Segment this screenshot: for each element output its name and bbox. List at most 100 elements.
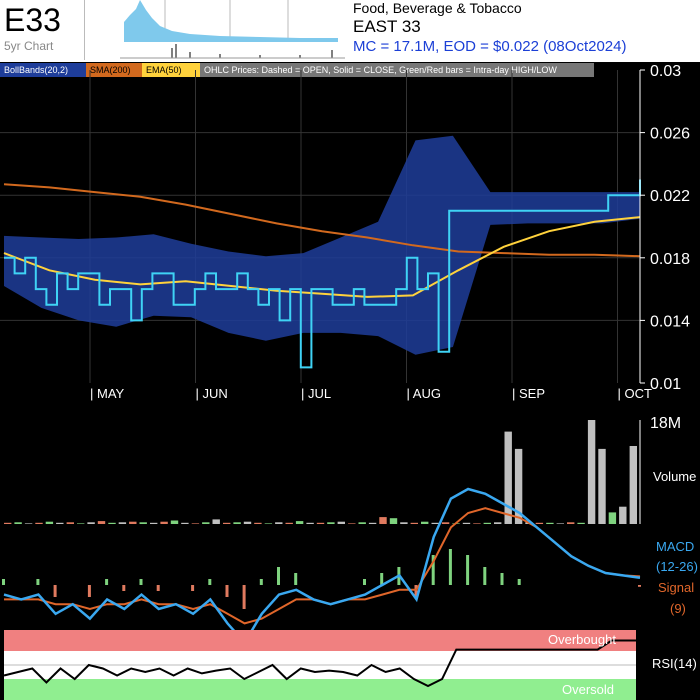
macd-histogram-bar — [431, 555, 435, 585]
volume-bar — [567, 522, 575, 524]
macd-histogram-bar — [2, 579, 5, 585]
volume-bar — [473, 523, 481, 524]
y-tick-label: 0.018 — [650, 251, 690, 268]
y-tick-label: 0.03 — [650, 63, 681, 80]
volume-bar — [160, 521, 168, 524]
volume-bar — [421, 521, 429, 524]
volume-bar — [348, 523, 356, 524]
market-cap-eod: MC = 17.1M, EOD = $0.022 (08Oct2024) — [353, 38, 627, 55]
oversold-label: Oversold — [562, 682, 614, 697]
macd-histogram-bar — [466, 555, 470, 585]
volume-bar — [608, 512, 617, 524]
company-name: EAST 33 — [353, 17, 421, 36]
volume-bar — [275, 522, 283, 524]
macd-histogram-bar — [191, 585, 195, 591]
legend-ohlc-note: OHLC Prices: Dashed = OPEN, Solid = CLOS… — [200, 63, 594, 77]
volume-bar — [24, 523, 33, 524]
x-tick-label: | JUN — [196, 386, 228, 401]
macd-histogram-bar — [483, 567, 487, 585]
volume-max-label: 18M — [650, 415, 681, 432]
volume-bar — [181, 522, 189, 524]
sparkline-area — [124, 0, 338, 42]
volume-bar — [212, 519, 220, 524]
x-tick-label: | JUL — [301, 386, 331, 401]
volume-label: Volume — [653, 469, 696, 484]
macd-histogram-bar — [517, 579, 521, 585]
ema50-line — [3, 216, 641, 298]
volume-bar — [400, 522, 408, 524]
macd-line — [3, 487, 641, 645]
volume-bar — [139, 522, 147, 524]
volume-bar — [191, 523, 200, 524]
volume-bar — [546, 522, 554, 524]
volume-bar — [535, 522, 544, 524]
sma200-line — [3, 183, 641, 258]
macd-histogram-bar — [380, 573, 384, 585]
y-tick-label: 0.022 — [650, 188, 690, 205]
volume-bar — [108, 522, 116, 524]
volume-bar — [223, 522, 231, 524]
x-tick-label: | AUG — [407, 386, 441, 401]
close-price-line — [4, 179, 641, 369]
chart-subtitle: 5yr Chart — [4, 39, 54, 53]
volume-bar — [337, 521, 345, 524]
macd-histogram-bar — [277, 567, 280, 585]
y-tick-label: 0.01 — [650, 376, 681, 393]
volume-bar — [327, 522, 335, 524]
volume-bar — [56, 522, 64, 524]
volume-bar — [254, 522, 262, 524]
volume-bar — [316, 522, 325, 524]
overbought-label: Overbought — [548, 632, 616, 647]
signal-line — [4, 507, 641, 625]
volume-bar — [629, 446, 637, 524]
header-divider — [84, 0, 85, 60]
overbought-zone — [4, 630, 636, 651]
volume-bar — [556, 523, 564, 524]
volume-bar — [97, 521, 106, 524]
volume-bar — [285, 522, 293, 524]
volume-bar — [264, 523, 273, 524]
macd-histogram-bar — [414, 585, 418, 597]
volume-bar — [118, 522, 127, 524]
legend-sma: SMA(200) — [86, 63, 146, 77]
macd-histogram-bar — [638, 585, 641, 587]
volume-bar — [358, 522, 366, 524]
signal-label: Signal — [658, 580, 694, 595]
volume-bar — [150, 522, 158, 524]
volume-bar — [129, 521, 137, 524]
volume-bar — [368, 522, 377, 524]
y-tick-label: 0.014 — [650, 313, 690, 330]
volume-bar — [306, 522, 314, 524]
macd-histogram-bar — [139, 579, 143, 585]
volume-bar — [410, 522, 418, 524]
legend-ema: EMA(50) — [142, 63, 204, 77]
bollinger-band — [4, 135, 640, 355]
volume-bar — [577, 522, 585, 524]
volume-bar — [504, 431, 512, 524]
macd-histogram-bar — [105, 579, 109, 585]
volume-bar — [77, 523, 85, 524]
volume-bar — [462, 522, 471, 524]
macd-histogram-bar — [156, 585, 160, 591]
rsi-label: RSI(14) — [652, 656, 697, 671]
volume-bar — [14, 522, 22, 524]
volume-bar — [619, 506, 627, 524]
macd-histogram-bar — [500, 573, 504, 585]
volume-bar — [4, 522, 12, 524]
volume-bar — [389, 518, 398, 524]
volume-bar — [243, 521, 252, 524]
volume-bar — [494, 522, 502, 524]
signal-params-label: (9) — [670, 601, 686, 616]
macd-params-label: (12-26) — [656, 559, 698, 574]
ticker-symbol: E33 — [4, 2, 61, 38]
volume-bar — [35, 522, 43, 524]
volume-bar — [379, 517, 387, 524]
y-tick-label: 0.026 — [650, 126, 690, 143]
volume-bar — [295, 521, 304, 524]
macd-histogram-bar — [36, 579, 40, 585]
legend-bollinger: BollBands(20,2) — [0, 63, 90, 77]
sparkline-volume — [171, 44, 333, 58]
x-tick-label: | OCT — [618, 386, 652, 401]
volume-bar — [45, 521, 54, 524]
macd-histogram-bar — [363, 579, 366, 585]
